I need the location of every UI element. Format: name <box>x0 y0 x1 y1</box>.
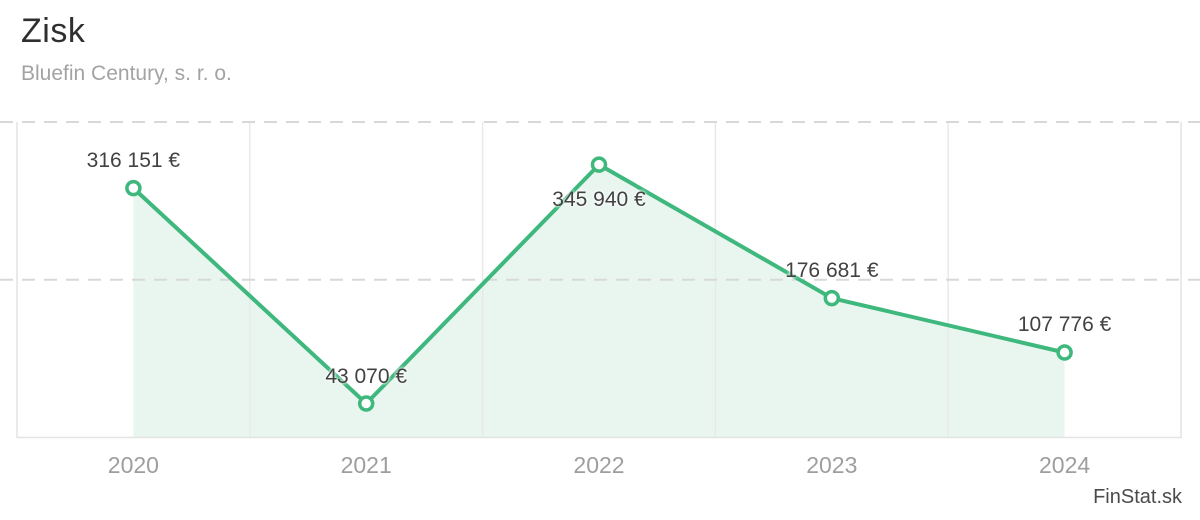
value-label: 107 776 € <box>1017 313 1112 337</box>
x-axis-label: 2021 <box>340 452 392 478</box>
x-axis-label: 2024 <box>1039 452 1091 478</box>
area-fill <box>133 164 1065 438</box>
value-label: 316 151 € <box>86 149 181 173</box>
chart-header: Zisk Bluefin Century, s. r. o. <box>21 12 232 86</box>
data-point-marker[interactable] <box>590 156 608 173</box>
data-point-marker[interactable] <box>125 179 142 197</box>
x-axis-label: 2022 <box>573 452 625 478</box>
x-axis-label: 2020 <box>107 452 159 478</box>
data-point-marker[interactable] <box>823 289 841 307</box>
plot-border <box>16 122 1182 439</box>
company-name: Bluefin Century, s. r. o. <box>21 62 232 85</box>
x-axis-label: 2023 <box>806 452 858 478</box>
chart-title: Zisk <box>21 12 86 50</box>
value-label: 345 940 € <box>552 187 646 211</box>
data-point-marker[interactable] <box>357 395 375 412</box>
data-point-marker[interactable] <box>1056 344 1073 361</box>
finstat-watermark[interactable]: FinStat.sk <box>1093 486 1182 508</box>
value-label: 43 070 € <box>325 364 408 388</box>
value-label: 176 681 € <box>785 259 879 283</box>
